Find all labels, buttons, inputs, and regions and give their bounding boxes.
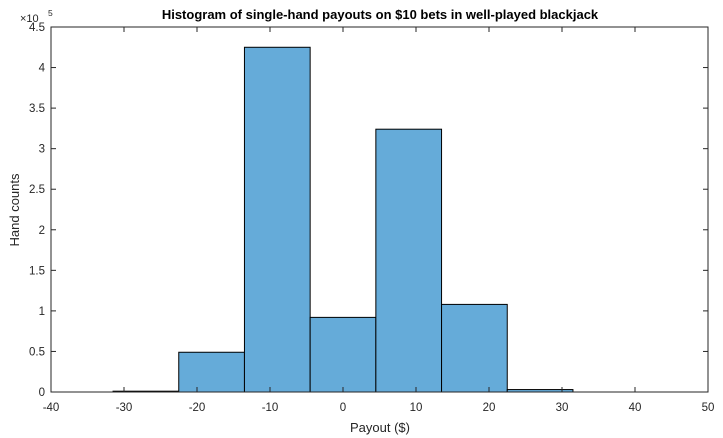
histogram-bar [441, 303, 508, 393]
y-tick-label: 0 [39, 387, 45, 399]
histogram-bar [178, 351, 245, 393]
x-tick-label: -10 [262, 402, 279, 414]
y-tick-label: 1.5 [29, 265, 45, 277]
y-tick-label: 3.5 [29, 103, 45, 115]
y-tick-label: 1 [39, 306, 45, 318]
y-tick-label: 4.5 [29, 22, 45, 34]
x-axis-ticks: -40 -30 -20 -10 0 10 20 30 40 50 [43, 27, 715, 414]
histogram-bar [243, 46, 311, 393]
x-axis-label: Payout ($) [350, 420, 410, 435]
histogram-bar [375, 128, 443, 393]
y-tick-label: 4 [39, 63, 46, 75]
y-exponent-label: ×10 5 [20, 8, 53, 25]
axes-box [50, 26, 709, 393]
x-tick-label: -40 [43, 402, 60, 414]
bars-group [112, 46, 574, 393]
x-tick-label: 30 [556, 402, 569, 414]
x-tick-label: -30 [116, 402, 133, 414]
y-axis-ticks: 0 0.5 1 1.5 2 2.5 3 3.5 4 4.5 [29, 22, 708, 399]
chart-title: Histogram of single-hand payouts on $10 … [162, 7, 599, 22]
x-tick-label: 10 [410, 402, 423, 414]
y-tick-label: 2.5 [29, 184, 45, 196]
histogram-bar [309, 316, 377, 393]
y-axis-label: Hand counts [7, 173, 22, 246]
x-tick-label: 50 [702, 402, 715, 414]
x-tick-label: 0 [340, 402, 346, 414]
y-exponent-base: ×10 [20, 13, 39, 25]
x-tick-label: -20 [189, 402, 206, 414]
y-tick-label: 0.5 [29, 346, 45, 358]
y-exponent-power: 5 [48, 8, 53, 18]
y-tick-label: 3 [39, 144, 45, 156]
x-tick-label: 40 [629, 402, 642, 414]
x-tick-label: 20 [483, 402, 496, 414]
y-tick-label: 2 [39, 225, 45, 237]
